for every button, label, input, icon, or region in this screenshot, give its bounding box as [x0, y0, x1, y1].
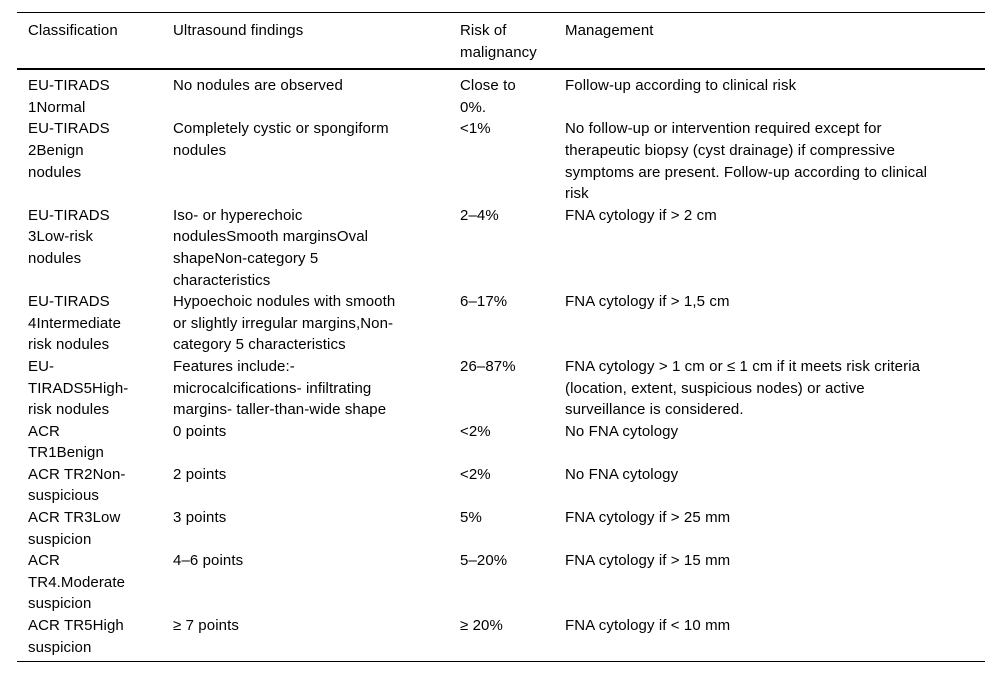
cell-risk: <2%: [460, 422, 491, 440]
table-body: EU-TIRADS 1Normal No nodules are observe…: [17, 69, 985, 662]
table-row: ACR TR1Benign 0 points <2% No FNA cytolo…: [17, 421, 985, 464]
cell-findings: 4–6 points: [173, 552, 244, 570]
table-row: ACR TR5High suspicion ≥ 7 points ≥ 20% F…: [17, 615, 985, 662]
cell-risk: 2–4%: [460, 206, 499, 224]
cell-risk: 6–17%: [460, 293, 508, 311]
table-row: ACR TR2Non- suspicious 2 points <2% No F…: [17, 464, 985, 507]
cell-classification: EU- TIRADS5High- risk nodules: [28, 357, 129, 419]
cell-management: FNA cytology if > 2 cm: [565, 206, 717, 224]
cell-findings: No nodules are observed: [173, 77, 343, 95]
header-risk-of-malignancy: Risk of malignancy: [460, 12, 565, 71]
table-row: ACR TR3Low suspicion 3 points 5% FNA cyt…: [17, 507, 985, 550]
table-row: ACR TR4.Moderate suspicion 4–6 points 5–…: [17, 550, 985, 615]
cell-management: No FNA cytology: [565, 422, 679, 440]
cell-management: FNA cytology if < 10 mm: [565, 617, 731, 635]
cell-classification: EU-TIRADS 1Normal: [28, 77, 110, 116]
cell-management: No follow-up or intervention required ex…: [565, 120, 928, 203]
table-header: Classification Ultrasound findings Risk …: [17, 12, 985, 71]
cell-classification: EU-TIRADS 4Intermediate risk nodules: [28, 293, 122, 354]
cell-management: FNA cytology if > 25 mm: [565, 509, 731, 527]
cell-management: No FNA cytology: [565, 465, 679, 483]
cell-findings: 0 points: [173, 422, 227, 440]
cell-risk: 5%: [460, 509, 482, 527]
header-ultrasound-findings: Ultrasound findings: [173, 12, 460, 71]
cell-risk: <2%: [460, 465, 491, 483]
cell-findings: Features include:- microcalcifications- …: [173, 357, 387, 419]
table-row: EU-TIRADS 2Benign nodules Completely cys…: [17, 118, 985, 204]
table-row: EU-TIRADS 3Low-risk nodules Iso- or hype…: [17, 205, 985, 291]
cell-risk: <1%: [460, 120, 491, 138]
cell-classification: EU-TIRADS 2Benign nodules: [28, 120, 110, 181]
cell-classification: ACR TR2Non- suspicious: [28, 465, 126, 505]
cell-risk: 5–20%: [460, 552, 508, 570]
cell-risk: Close to 0%.: [460, 77, 516, 116]
cell-findings: ≥ 7 points: [173, 617, 239, 635]
cell-management: FNA cytology > 1 cm or ≤ 1 cm if it meet…: [565, 357, 921, 419]
cell-risk: 26–87%: [460, 357, 516, 375]
table-row: EU- TIRADS5High- risk nodules Features i…: [17, 356, 985, 421]
cell-classification: EU-TIRADS 3Low-risk nodules: [28, 206, 110, 267]
table-row: EU-TIRADS 1Normal No nodules are observe…: [17, 69, 985, 118]
cell-findings: 3 points: [173, 509, 227, 527]
table-row: EU-TIRADS 4Intermediate risk nodules Hyp…: [17, 291, 985, 356]
cell-classification: ACR TR4.Moderate suspicion: [28, 552, 126, 613]
cell-management: Follow-up according to clinical risk: [565, 77, 797, 95]
header-row: Classification Ultrasound findings Risk …: [17, 12, 985, 71]
cell-findings: Iso- or hyperechoic nodulesSmooth margin…: [173, 206, 369, 289]
cell-findings: Completely cystic or spongiform nodules: [173, 120, 389, 159]
cell-findings: 2 points: [173, 465, 227, 483]
cell-risk: ≥ 20%: [460, 617, 503, 635]
cell-classification: ACR TR1Benign: [28, 422, 104, 462]
header-classification: Classification: [17, 12, 173, 71]
cell-management: FNA cytology if > 15 mm: [565, 552, 731, 570]
header-management: Management: [565, 12, 985, 71]
cell-classification: ACR TR5High suspicion: [28, 617, 124, 656]
cell-management: FNA cytology if > 1,5 cm: [565, 293, 730, 311]
cell-findings: Hypoechoic nodules with smooth or slight…: [173, 293, 396, 354]
tirads-classification-table: Classification Ultrasound findings Risk …: [17, 12, 985, 663]
cell-classification: ACR TR3Low suspicion: [28, 509, 121, 548]
